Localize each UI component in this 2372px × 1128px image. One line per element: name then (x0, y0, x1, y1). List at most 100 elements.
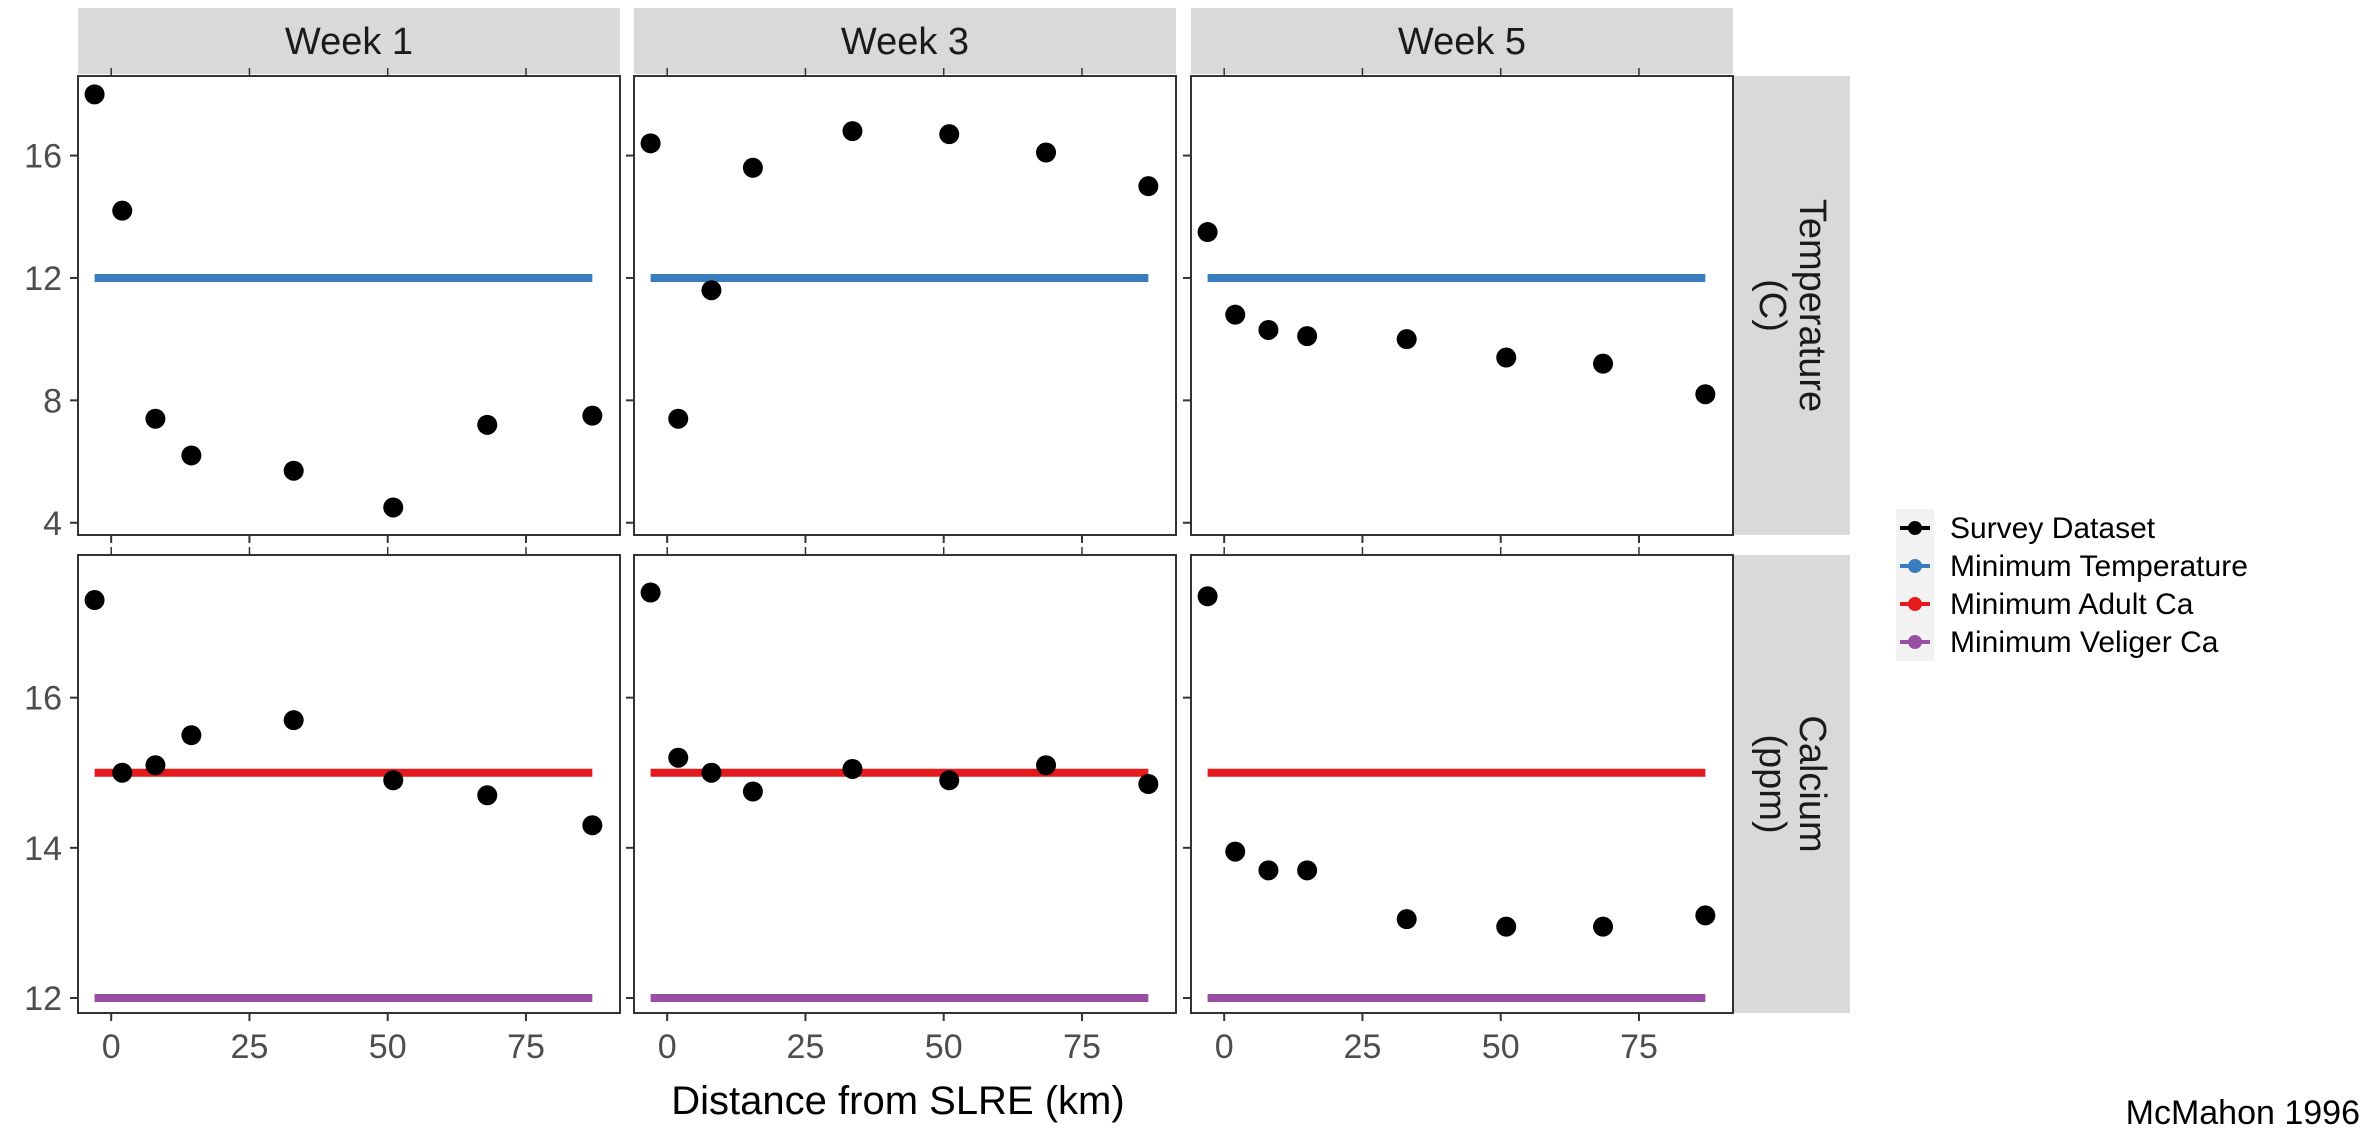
data-point (640, 582, 661, 603)
data-point (145, 755, 166, 776)
data-point (701, 280, 722, 301)
y-tick-label: 14 (24, 830, 62, 868)
data-point (112, 762, 133, 783)
data-point (1496, 347, 1517, 368)
data-point (1197, 586, 1218, 607)
data-point (1695, 905, 1716, 926)
y-tick-label: 16 (24, 680, 62, 718)
data-point (84, 590, 105, 611)
row-strip-label-line: Temperature (1791, 199, 1833, 412)
legend-key-point (1908, 597, 1922, 611)
legend-label: Minimum Temperature (1950, 550, 2248, 583)
x-tick-label: 0 (102, 1028, 121, 1066)
x-tick-label: 50 (925, 1028, 963, 1066)
data-point (668, 408, 689, 429)
axes-layer: 4 8 12 16 12 14 16 0 25 50 75 0 25 50 75 0 25 50 75 (24, 68, 1658, 1066)
data-point (1695, 384, 1716, 405)
column-strip (78, 8, 620, 74)
panel-frame (1190, 75, 1734, 536)
legend-key-point (1908, 521, 1922, 535)
data-point (1225, 304, 1246, 325)
strips-layer: Week 1 Week 3 Week 5Temperature(C)Calcium(… (78, 8, 1850, 1013)
column-strip (634, 8, 1176, 74)
panels-layer (77, 75, 1734, 1014)
x-tick-label: 50 (369, 1028, 407, 1066)
data-point (477, 785, 498, 806)
x-tick-label: 75 (507, 1028, 545, 1066)
data-point (112, 200, 133, 221)
column-strip-label: Week 3 (841, 21, 969, 63)
data-point (668, 747, 689, 768)
x-axis-title: Distance from SLRE (km) (671, 1079, 1124, 1123)
panel-frame (633, 75, 1177, 536)
legend-label: Minimum Veliger Ca (1950, 626, 2219, 659)
data-point (701, 762, 722, 783)
column-strip-label: Week 1 (285, 21, 413, 63)
y-tick-label: 4 (43, 505, 62, 543)
row-strip (1734, 76, 1850, 535)
data-point (582, 405, 603, 426)
data-point (181, 445, 202, 466)
x-tick-label: 25 (231, 1028, 269, 1066)
data-point (145, 408, 166, 429)
data-point (939, 124, 960, 145)
data-point (582, 815, 603, 836)
data-point (1225, 841, 1246, 862)
legend-key-point (1908, 635, 1922, 649)
data-point (842, 758, 863, 779)
data-point (1036, 142, 1057, 163)
data-point (742, 781, 763, 802)
data-point (1197, 222, 1218, 243)
data-point (1593, 353, 1614, 374)
data-point (283, 710, 304, 731)
row-strip-label-line: Calcium (1791, 715, 1833, 852)
panel-frame (77, 75, 621, 536)
x-tick-label: 50 (1482, 1028, 1520, 1066)
data-point (1496, 916, 1517, 937)
data-point (1138, 176, 1159, 197)
row-strip (1734, 555, 1850, 1013)
data-point (742, 157, 763, 178)
panel-frame (1190, 554, 1734, 1014)
panel-frame (77, 554, 621, 1014)
legend: Survey Dataset Minimum Temperature Minimum… (1896, 509, 2248, 661)
y-tick-label: 8 (43, 382, 62, 420)
row-strip-label-line: (ppm) (1751, 734, 1793, 833)
legend-key-point (1908, 559, 1922, 573)
panel-frame (633, 554, 1177, 1014)
data-point (283, 460, 304, 481)
legend-label: Survey Dataset (1950, 512, 2156, 545)
row-strip-label: Temperature(C) (1751, 199, 1833, 412)
data-point (1258, 319, 1279, 340)
column-strip-label: Week 5 (1398, 21, 1526, 63)
data-point (1297, 860, 1318, 881)
data-point (1138, 774, 1159, 794)
row-strip-label: Calcium(ppm) (1751, 715, 1833, 852)
data-point (1297, 326, 1318, 347)
data-point (939, 770, 960, 791)
data-point (1593, 916, 1614, 937)
x-tick-label: 0 (1215, 1028, 1234, 1066)
data-point (477, 414, 498, 435)
x-tick-label: 75 (1063, 1028, 1101, 1066)
column-strip (1191, 8, 1733, 74)
x-tick-label: 25 (787, 1028, 825, 1066)
data-point (1396, 329, 1417, 350)
data-point (383, 497, 404, 518)
y-tick-label: 12 (24, 260, 62, 298)
data-point (640, 133, 661, 154)
credit-text: McMahon 1996 (2126, 1094, 2360, 1128)
x-tick-label: 75 (1620, 1028, 1658, 1066)
y-tick-label: 16 (24, 138, 62, 176)
data-point (84, 84, 105, 105)
data-point (842, 121, 863, 142)
data-point (181, 725, 202, 746)
row-strip-label-line: (C) (1751, 279, 1793, 332)
y-tick-label: 12 (24, 980, 62, 1018)
data-point (383, 770, 404, 791)
x-tick-label: 25 (1344, 1028, 1382, 1066)
data-point (1036, 755, 1057, 776)
legend-label: Minimum Adult Ca (1950, 588, 2194, 621)
data-point (1396, 909, 1417, 930)
